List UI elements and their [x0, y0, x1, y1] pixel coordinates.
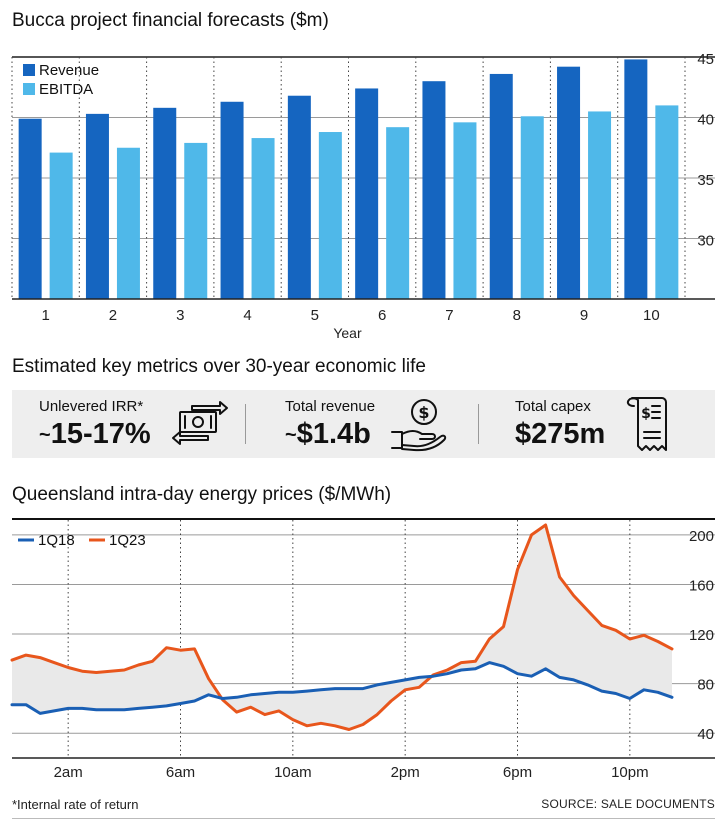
line-x-tick-label: 6pm	[503, 764, 532, 781]
line-shaded-gap	[12, 525, 672, 730]
metric-capex-value: $275m	[515, 418, 605, 451]
bar-ebitda	[184, 142, 208, 299]
bar-y-tick-label: 40	[697, 112, 714, 129]
bar-x-tick-label: 4	[243, 307, 251, 324]
bar-revenue	[624, 59, 648, 299]
source-credit: SOURCE: SALE DOCUMENTS	[541, 797, 715, 811]
bar-revenue	[355, 88, 379, 300]
metrics-title: Estimated key metrics over 30-year econo…	[12, 356, 426, 377]
metric-separator	[245, 404, 246, 444]
line-chart-title: Queensland intra-day energy prices ($/MW…	[12, 484, 392, 505]
bar-revenue	[85, 113, 109, 300]
bar-ebitda	[655, 105, 679, 300]
metric-capex-label: Total capex	[515, 398, 591, 415]
bar-x-tick-label: 5	[311, 307, 319, 324]
metric-revenue-tilde: ~	[285, 424, 297, 446]
bar-x-tick-label: 10	[643, 307, 660, 324]
bar-ebitda	[588, 111, 612, 299]
metric-revenue-label: Total revenue	[285, 398, 376, 415]
bar-revenue	[557, 66, 581, 300]
line-chart: 40 80 120 160 200 2am 6am 10am 2pm 6pm 10pm 1Q18 1Q2…	[10, 520, 715, 781]
bar-revenue	[220, 101, 244, 300]
metric-revenue-number: $1.4b	[296, 418, 371, 450]
line-x-tick-label: 10pm	[611, 764, 649, 781]
coin-in-hand-icon: $	[391, 399, 447, 452]
money-exchange-icon	[172, 401, 228, 445]
series-line-1q18	[10, 661, 674, 715]
bar-x-tick-label: 3	[176, 307, 184, 324]
bar-revenue	[153, 107, 177, 299]
metric-irr-label: Unlevered IRR*	[39, 398, 144, 415]
bar-ebitda	[386, 127, 410, 300]
legend-label-ebitda: EBITDA	[39, 81, 93, 98]
metric-capex-number: $275m	[515, 418, 606, 450]
bar-x-tick-label: 1	[41, 307, 49, 324]
line-x-tick-label: 2pm	[391, 764, 420, 781]
bar-chart-title: Bucca project financial forecasts ($m)	[12, 10, 329, 31]
line-y-tick-label: 120	[689, 627, 714, 644]
legend-swatch-revenue	[23, 64, 35, 76]
bar-ebitda	[251, 138, 275, 299]
bar-x-axis-title: Year	[333, 325, 362, 341]
bar-ebitda	[453, 122, 477, 299]
metric-revenue-value: ~$1.4b	[285, 418, 371, 451]
metric-irr-value: ~15-17%	[39, 418, 151, 451]
line-y-tick-label: 200	[689, 528, 714, 545]
bar-y-tick-label: 35	[697, 172, 714, 189]
line-x-tick-label: 2am	[54, 764, 83, 781]
line-y-tick-label: 160	[689, 577, 714, 594]
bar-revenue	[489, 73, 513, 299]
metrics-panel: Unlevered IRR* ~15-17% Total revenue ~$1…	[12, 390, 715, 458]
bar-x-tick-label: 7	[445, 307, 453, 324]
bar-x-tick-label: 2	[109, 307, 117, 324]
legend-label-1q18: 1Q18	[38, 532, 75, 549]
line-x-tick-label: 10am	[274, 764, 312, 781]
bar-revenue	[422, 81, 446, 299]
bar-y-tick-label: 45	[697, 51, 714, 68]
footnote: *Internal rate of return	[12, 797, 139, 812]
line-x-tick-label: 6am	[166, 764, 195, 781]
bar-ebitda	[116, 147, 140, 299]
bar-x-tick-label: 6	[378, 307, 386, 324]
footer-rule	[12, 818, 715, 819]
metric-separator	[478, 404, 479, 444]
bar-revenue	[287, 95, 311, 299]
bar-y-tick-label: 30	[697, 233, 714, 250]
invoice-receipt-icon: $	[626, 397, 667, 451]
metric-irr-tilde: ~	[39, 424, 51, 446]
bar-revenue	[18, 118, 42, 300]
legend-swatch-ebitda	[23, 83, 35, 95]
bar-ebitda	[520, 116, 544, 299]
svg-text:$: $	[641, 406, 651, 422]
bar-ebitda	[318, 132, 342, 299]
svg-text:$: $	[418, 403, 429, 422]
bar-x-tick-label: 9	[580, 307, 588, 324]
line-y-tick-label: 40	[697, 726, 714, 743]
legend-label-1q23: 1Q23	[109, 532, 146, 549]
line-chart-top-rule	[12, 518, 715, 520]
bar-ebitda	[49, 152, 73, 299]
metric-irr-number: 15-17%	[50, 418, 151, 450]
legend-label-revenue: Revenue	[39, 62, 99, 79]
line-y-tick-label: 80	[697, 677, 714, 694]
series-line-1q23	[10, 523, 674, 731]
bar-x-tick-label: 8	[513, 307, 521, 324]
